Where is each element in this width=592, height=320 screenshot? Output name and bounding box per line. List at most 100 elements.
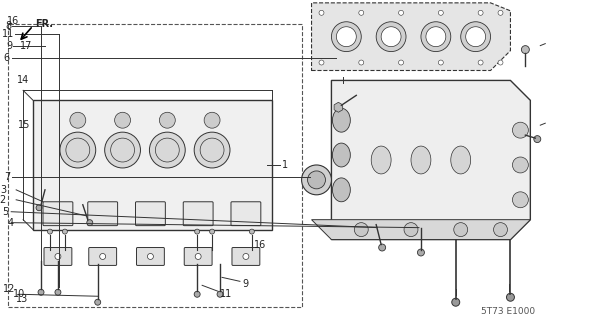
Circle shape [513, 192, 528, 208]
Circle shape [249, 229, 255, 234]
Text: 11: 11 [220, 289, 232, 299]
Circle shape [62, 229, 67, 234]
Text: 7: 7 [4, 172, 10, 182]
Circle shape [513, 157, 528, 173]
Text: 8: 8 [5, 21, 11, 31]
Circle shape [308, 171, 326, 189]
Text: 11: 11 [2, 29, 14, 39]
Text: 16: 16 [7, 16, 19, 26]
Circle shape [381, 27, 401, 47]
Circle shape [47, 229, 53, 234]
Circle shape [359, 10, 363, 15]
FancyBboxPatch shape [136, 202, 165, 226]
Circle shape [70, 112, 86, 128]
Text: 5T73 E1000: 5T73 E1000 [481, 307, 535, 316]
FancyBboxPatch shape [43, 202, 73, 226]
Ellipse shape [371, 146, 391, 174]
Text: 9: 9 [242, 279, 248, 289]
FancyBboxPatch shape [184, 247, 212, 265]
Circle shape [376, 22, 406, 52]
Text: 12: 12 [3, 284, 15, 294]
Circle shape [417, 249, 424, 256]
FancyBboxPatch shape [44, 247, 72, 265]
Text: 4: 4 [7, 218, 14, 228]
Text: 9: 9 [6, 41, 12, 51]
Circle shape [354, 223, 368, 236]
Circle shape [147, 253, 153, 260]
Circle shape [217, 291, 223, 297]
Ellipse shape [333, 143, 350, 167]
Text: 2: 2 [0, 195, 5, 205]
Circle shape [204, 112, 220, 128]
Circle shape [36, 205, 42, 211]
Circle shape [159, 112, 175, 128]
Circle shape [438, 10, 443, 15]
Circle shape [95, 299, 101, 305]
Text: 5: 5 [2, 207, 8, 217]
Circle shape [478, 10, 483, 15]
Circle shape [115, 112, 130, 128]
Polygon shape [311, 3, 510, 70]
Bar [8, 24, 301, 307]
Text: 3: 3 [0, 185, 6, 195]
Polygon shape [33, 100, 272, 230]
Text: 1: 1 [282, 160, 288, 170]
Circle shape [332, 22, 361, 52]
FancyBboxPatch shape [137, 247, 165, 265]
Ellipse shape [411, 146, 431, 174]
Circle shape [87, 220, 93, 226]
Circle shape [195, 229, 200, 234]
Text: 10: 10 [13, 289, 25, 299]
FancyBboxPatch shape [232, 247, 260, 265]
Text: 14: 14 [17, 76, 30, 85]
Circle shape [534, 136, 540, 143]
Circle shape [195, 253, 201, 260]
Circle shape [498, 60, 503, 65]
FancyBboxPatch shape [88, 202, 118, 226]
Circle shape [55, 253, 61, 260]
Circle shape [466, 27, 485, 47]
Circle shape [60, 132, 96, 168]
Circle shape [105, 132, 140, 168]
Text: 13: 13 [16, 294, 28, 304]
Ellipse shape [333, 108, 350, 132]
FancyBboxPatch shape [89, 247, 117, 265]
Circle shape [335, 104, 342, 111]
Circle shape [522, 46, 529, 53]
Circle shape [404, 223, 418, 236]
Circle shape [494, 223, 507, 236]
Circle shape [438, 60, 443, 65]
Polygon shape [334, 102, 343, 112]
Circle shape [359, 60, 363, 65]
Circle shape [507, 293, 514, 301]
FancyBboxPatch shape [184, 202, 213, 226]
Circle shape [453, 223, 468, 236]
Circle shape [55, 289, 61, 295]
Circle shape [38, 289, 44, 295]
Circle shape [478, 60, 483, 65]
Circle shape [99, 253, 105, 260]
Text: 17: 17 [20, 41, 33, 51]
Text: FR.: FR. [35, 19, 53, 29]
Text: 15: 15 [18, 120, 31, 130]
FancyBboxPatch shape [231, 202, 261, 226]
Circle shape [243, 253, 249, 260]
Circle shape [379, 244, 385, 251]
Circle shape [301, 165, 332, 195]
Circle shape [149, 132, 185, 168]
Circle shape [461, 22, 491, 52]
Circle shape [426, 27, 446, 47]
Ellipse shape [451, 146, 471, 174]
Circle shape [513, 122, 528, 138]
Circle shape [210, 229, 214, 234]
Circle shape [319, 10, 324, 15]
Polygon shape [311, 220, 530, 240]
Circle shape [452, 298, 460, 306]
Ellipse shape [333, 178, 350, 202]
Text: 6: 6 [3, 52, 9, 63]
Circle shape [498, 10, 503, 15]
Circle shape [194, 132, 230, 168]
Circle shape [398, 60, 404, 65]
Circle shape [398, 10, 404, 15]
Circle shape [194, 291, 200, 297]
